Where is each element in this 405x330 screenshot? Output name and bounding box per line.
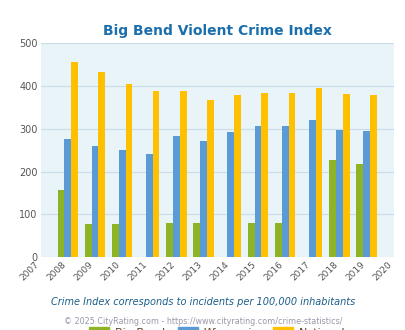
Bar xyxy=(281,126,288,257)
Bar xyxy=(288,93,294,257)
Bar xyxy=(200,141,207,257)
Bar xyxy=(179,91,186,257)
Bar xyxy=(328,160,335,257)
Bar xyxy=(234,95,241,257)
Text: © 2025 CityRating.com - https://www.cityrating.com/crime-statistics/: © 2025 CityRating.com - https://www.city… xyxy=(64,317,341,326)
Bar xyxy=(362,131,369,257)
Bar xyxy=(247,223,254,257)
Bar xyxy=(71,62,78,257)
Bar xyxy=(173,136,179,257)
Bar xyxy=(369,95,376,257)
Bar xyxy=(166,223,173,257)
Text: Crime Index corresponds to incidents per 100,000 inhabitants: Crime Index corresponds to incidents per… xyxy=(51,297,354,307)
Bar xyxy=(85,224,91,257)
Bar xyxy=(274,223,281,257)
Bar xyxy=(315,88,322,257)
Bar xyxy=(261,93,267,257)
Bar xyxy=(254,126,261,257)
Bar xyxy=(356,164,362,257)
Bar xyxy=(308,120,315,257)
Bar xyxy=(335,130,342,257)
Bar xyxy=(64,139,71,257)
Bar xyxy=(342,94,349,257)
Bar xyxy=(227,132,234,257)
Bar xyxy=(152,91,159,257)
Bar xyxy=(193,223,200,257)
Bar xyxy=(125,83,132,257)
Bar xyxy=(112,224,118,257)
Bar xyxy=(207,100,213,257)
Bar xyxy=(58,190,64,257)
Bar xyxy=(91,146,98,257)
Legend: Big Bend, Wisconsin, National: Big Bend, Wisconsin, National xyxy=(85,323,349,330)
Bar xyxy=(118,150,125,257)
Bar xyxy=(145,154,152,257)
Title: Big Bend Violent Crime Index: Big Bend Violent Crime Index xyxy=(102,23,331,38)
Bar xyxy=(98,72,105,257)
